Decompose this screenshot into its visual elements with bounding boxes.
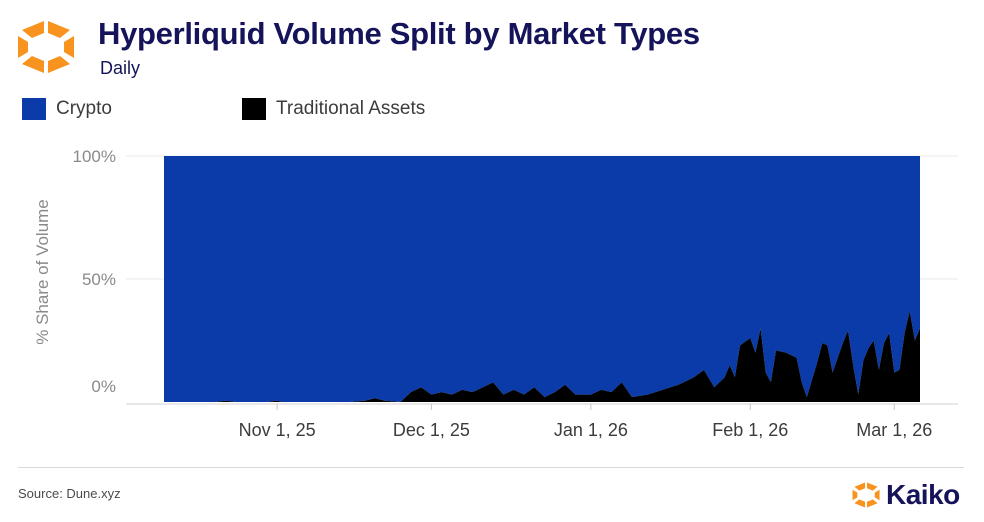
legend-item-crypto: Crypto <box>22 98 112 120</box>
y-tick-label-100: 100% <box>73 147 116 166</box>
legend-swatch-traditional-assets <box>242 98 266 120</box>
kaiko-logo-small-icon <box>852 482 880 508</box>
legend-label-crypto: Crypto <box>56 98 112 119</box>
y-tick-label-50: 50% <box>82 270 116 289</box>
legend-label-traditional-assets: Traditional Assets <box>276 98 426 119</box>
series-area-crypto <box>164 156 920 402</box>
brand-name: Kaiko <box>886 479 960 510</box>
x-tick-label-2025-12-01: Dec 1, 25 <box>393 420 470 440</box>
brand-logo: Kaiko <box>852 478 960 512</box>
x-tick-label-2026-03-01: Mar 1, 26 <box>856 420 932 440</box>
x-tick-label-2026-01-01: Jan 1, 26 <box>554 420 628 440</box>
series-area-traditional-assets <box>164 310 920 402</box>
x-tick-label-2025-11-01: Nov 1, 25 <box>239 420 316 440</box>
legend-swatch-crypto <box>22 98 46 120</box>
x-tick-label-2026-02-01: Feb 1, 26 <box>712 420 788 440</box>
kaiko-logo-icon <box>18 18 78 76</box>
area-chart: 0% 50% 100% Nov 1, 25 Dec 1, 25 Jan 1, 26 Feb … <box>33 147 958 440</box>
y-tick-label-0: 0% <box>91 377 116 396</box>
source-note: Source: Dune.xyz <box>18 486 121 501</box>
legend-item-traditional-assets: Traditional Assets <box>242 98 425 120</box>
footer-divider <box>18 467 964 468</box>
y-axis-label: % Share of Volume <box>33 199 52 345</box>
chart-subtitle: Daily <box>100 58 141 78</box>
chart-title: Hyperliquid Volume Split by Market Types <box>98 16 700 51</box>
